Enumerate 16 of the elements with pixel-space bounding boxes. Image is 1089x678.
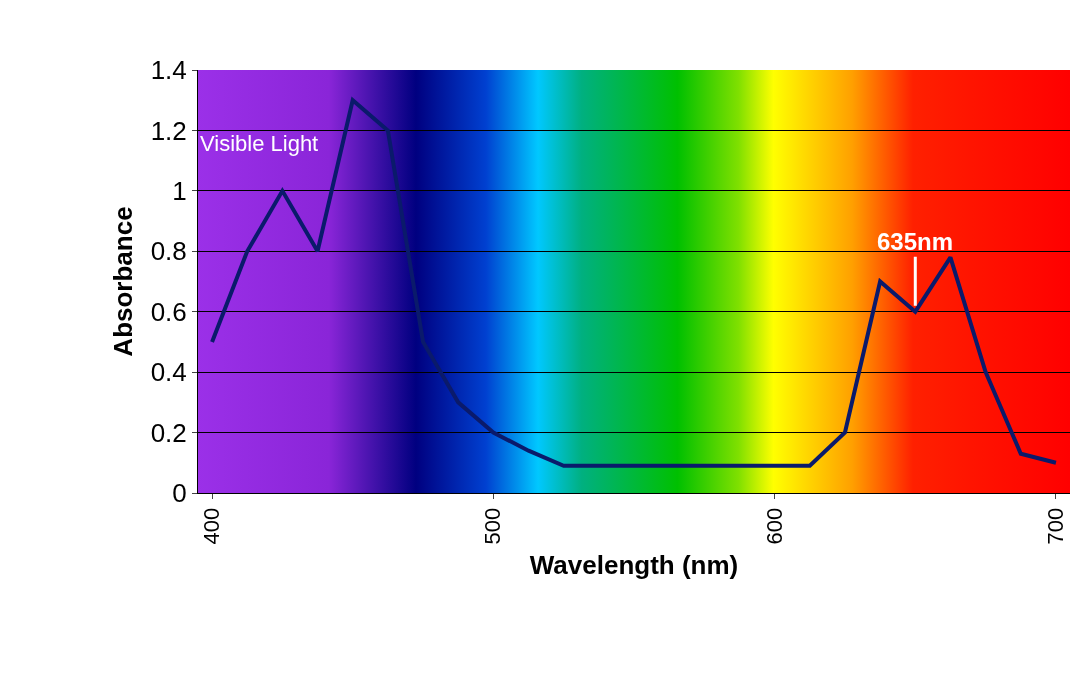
annotation: 635nm	[877, 228, 954, 255]
annotation: Visible Light	[200, 131, 319, 156]
x-tick-label: 500	[480, 507, 506, 545]
y-tick-label: 0.8	[150, 236, 187, 267]
x-tick-label: 400	[199, 507, 225, 545]
y-tick-label: 1	[172, 175, 187, 206]
y-axis-title: Absorbance	[108, 206, 139, 357]
y-tick-label: 0.2	[150, 417, 187, 448]
y-tick-label: 0.6	[150, 296, 187, 327]
y-tick-label: 0	[172, 478, 187, 509]
x-tick-label: 700	[1043, 507, 1069, 545]
x-tick-label: 600	[761, 507, 787, 545]
x-axis-title: Wavelength (nm)	[529, 550, 739, 581]
y-tick-label: 1.4	[150, 55, 187, 86]
y-tick-label: 1.2	[150, 115, 187, 146]
y-tick-label: 0.4	[150, 357, 187, 388]
